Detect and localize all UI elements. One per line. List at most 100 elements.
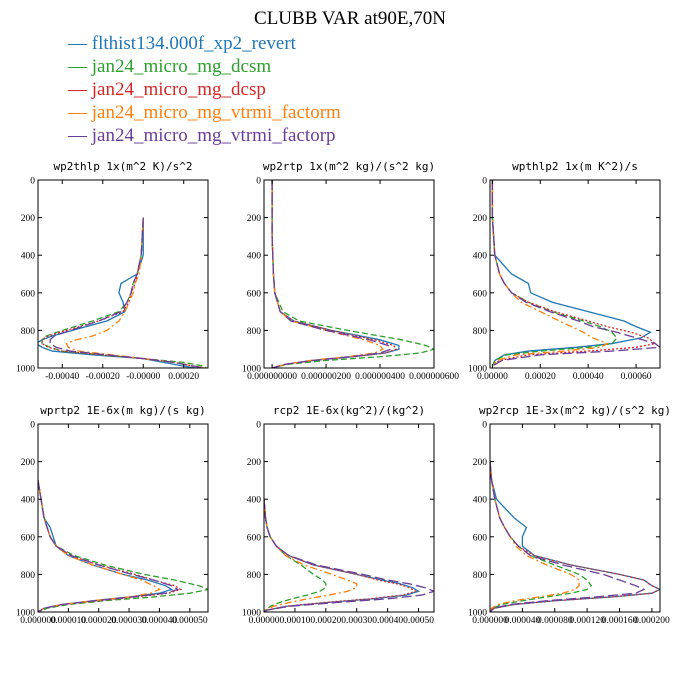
x-tick-label: -0.00040: [45, 372, 79, 382]
legend-label: jan24_micro_mg_vtrmi_factorm: [91, 102, 341, 123]
y-tick-label: 0: [256, 421, 261, 431]
legend-line-marker: —: [68, 102, 92, 123]
y-tick-label: 800: [21, 571, 36, 581]
y-tick-label: 1000: [468, 609, 487, 619]
y-tick-label: 400: [21, 252, 36, 262]
x-tick-label: 0.00060: [621, 372, 652, 382]
series-line: [38, 480, 180, 612]
y-tick-label: 800: [473, 571, 488, 581]
y-tick-label: 1000: [242, 609, 261, 619]
panel-frame: [37, 423, 209, 613]
series-line: [41, 217, 205, 368]
y-tick-label: 1000: [16, 609, 35, 619]
y-tick-label: 600: [247, 289, 262, 299]
x-tick-label: 0.000000200: [301, 372, 351, 382]
legend-item: — jan24_micro_mg_dcsp: [68, 78, 341, 101]
series-line: [38, 480, 208, 612]
x-tick-label: 0.000160: [602, 616, 638, 626]
y-tick-label: 200: [21, 214, 36, 224]
series-line: [271, 180, 434, 368]
legend-item: — jan24_micro_mg_vtrmi_factorp: [68, 124, 341, 147]
y-tick-label: 400: [473, 496, 488, 506]
y-tick-label: 600: [473, 289, 488, 299]
y-tick-label: 0: [482, 177, 487, 187]
y-tick-label: 600: [247, 533, 262, 543]
y-tick-label: 0: [30, 177, 35, 187]
series-line: [264, 499, 434, 612]
x-tick-label: 0.00040: [573, 372, 604, 382]
x-tick-label: 0.00000: [249, 616, 280, 626]
x-tick-label: 0.00020: [168, 372, 199, 382]
series-line: [490, 461, 660, 612]
panel-title: wpthlp2 1x(m K^2)/s: [512, 160, 638, 173]
x-tick-label: 0.000020: [81, 616, 117, 626]
y-tick-label: 800: [247, 327, 262, 337]
y-tick-label: 200: [473, 458, 488, 468]
x-tick-label: 0.00010: [279, 616, 310, 626]
y-tick-label: 200: [247, 214, 262, 224]
x-tick-label: 0.000080: [537, 616, 573, 626]
panel-title: wp2thlp 1x(m^2 K)/s^2: [53, 160, 192, 173]
y-tick-label: 800: [247, 571, 262, 581]
x-tick-label: -0.00000: [126, 372, 160, 382]
legend-item: — jan24_micro_mg_vtrmi_factorm: [68, 101, 341, 124]
y-tick-label: 600: [21, 289, 36, 299]
legend-line-marker: —: [68, 33, 92, 54]
y-tick-label: 400: [473, 252, 488, 262]
series-line: [264, 499, 358, 612]
x-tick-label: 0.000010: [51, 616, 87, 626]
x-tick-label: 0.000040: [142, 616, 178, 626]
series-line: [264, 499, 421, 612]
series-line: [65, 217, 205, 368]
series-line: [264, 499, 327, 612]
x-tick-label: 0.000050: [172, 616, 208, 626]
panel-frame: [489, 423, 661, 613]
y-tick-label: 400: [21, 496, 36, 506]
y-tick-label: 800: [473, 327, 488, 337]
x-tick-label: 0.00040: [372, 616, 403, 626]
panel: wp2thlp 1x(m^2 K)/s^2 0 200 400 600 800 1000 -0…: [16, 160, 209, 382]
x-tick-label: 0.000200: [634, 616, 670, 626]
x-tick-label: 0.00050: [403, 616, 434, 626]
legend-item: — jan24_micro_mg_dcsm: [68, 55, 341, 78]
panel-frame: [263, 179, 435, 369]
figure-title: CLUBB VAR at90E,70N: [254, 8, 446, 29]
y-tick-label: 200: [247, 458, 262, 468]
series-line: [49, 217, 205, 368]
x-tick-label: 0.000000: [20, 616, 56, 626]
y-tick-label: 1000: [16, 365, 35, 375]
series-line: [490, 461, 580, 612]
series-line: [491, 180, 609, 367]
x-tick-label: 0.00020: [525, 372, 556, 382]
legend-label: flthist134.000f_xp2_revert: [91, 33, 296, 54]
legend: — flthist134.000f_xp2_revert — jan24_micr…: [68, 32, 341, 147]
x-tick-label: 0.000000000: [247, 372, 297, 382]
x-tick-label: 0.000000600: [409, 372, 459, 382]
series-line: [38, 217, 196, 368]
panel-title: wp2rcp 1E-3x(m^2 kg)/(s^2 kg): [479, 404, 671, 417]
y-tick-label: 0: [482, 421, 487, 431]
legend-item: — flthist134.000f_xp2_revert: [68, 32, 341, 55]
legend-label: jan24_micro_mg_dcsp: [91, 79, 266, 100]
x-tick-label: 0.00020: [310, 616, 341, 626]
y-tick-label: 1000: [468, 365, 487, 375]
legend-label: jan24_micro_mg_vtrmi_factorp: [91, 125, 336, 146]
panel: wp2rtp 1x(m^2 kg)/(s^2 kg)0 200 400 600 800 1…: [242, 160, 459, 382]
legend-line-marker: —: [68, 56, 92, 77]
series-line: [271, 180, 392, 368]
series-line: [491, 180, 660, 367]
y-tick-label: 400: [247, 252, 262, 262]
y-tick-label: 200: [21, 458, 36, 468]
series-line: [491, 180, 657, 367]
panel-title: wp2rtp 1x(m^2 kg)/(s^2 kg): [263, 160, 435, 173]
x-tick-label: 0.000120: [569, 616, 605, 626]
panel-title: wprtp2 1E-6x(m kg)/(s kg): [40, 404, 206, 417]
panel: wp2rcp 1E-3x(m^2 kg)/(s^2 kg) 0 200 400 600 8…: [468, 404, 671, 626]
x-tick-label: 0.000000400: [355, 372, 405, 382]
panel-frame: [489, 179, 661, 369]
panel: rcp2 1E-6x(kg^2)/(kg^2) 0 200 400 600 800 1000…: [242, 404, 435, 626]
x-tick-label: 0.00030: [341, 616, 372, 626]
y-tick-label: 400: [247, 496, 262, 506]
